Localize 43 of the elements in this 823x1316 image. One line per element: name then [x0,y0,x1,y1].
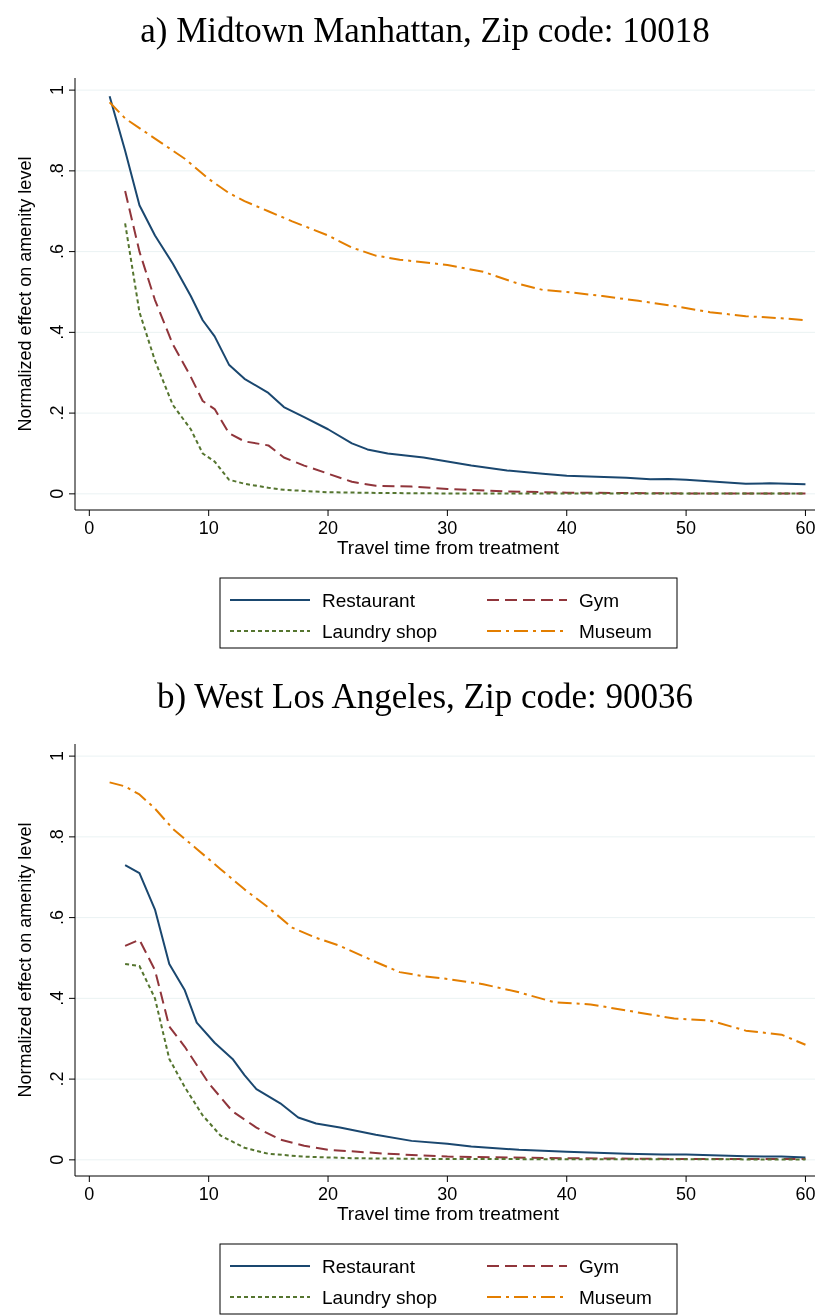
x-tick-label: 10 [198,518,219,538]
line-series [124,864,807,1159]
legend-label: Laundry shop [322,621,438,642]
x-tick-label: 20 [318,1184,339,1204]
line-series [108,781,807,1046]
chart-title: b) West Los Angeles, Zip code: 90036 [156,677,694,716]
y-tick-label: .2 [47,1071,67,1087]
y-tick-label: .8 [47,163,67,179]
y-tick-label: 0 [47,488,67,499]
x-axis-title: Travel time from treatment [336,537,560,558]
y-axis-title: Normalized effect on amenity level [15,156,35,432]
chart-title: a) Midtown Manhattan, Zip code: 10018 [140,11,710,50]
x-tick-label: 40 [556,518,577,538]
x-tick-label: 0 [84,1184,95,1204]
legend-label: Museum [579,621,652,642]
y-tick-label: .4 [47,990,67,1006]
y-tick-label: 0 [47,1154,67,1165]
x-tick-label: 60 [795,1184,816,1204]
legend-label: Restaurant [322,1256,416,1277]
x-tick-label: 60 [795,518,816,538]
x-tick-label: 10 [198,1184,219,1204]
x-tick-label: 0 [84,518,95,538]
y-tick-label: .2 [47,405,67,421]
legend-label: Gym [579,1256,620,1277]
legend-label: Museum [579,1287,652,1308]
x-tick-label: 30 [437,518,458,538]
x-tick-label: 50 [676,518,697,538]
y-tick-label: .6 [47,910,67,926]
x-axis-title: Travel time from treatment [336,1203,560,1224]
x-tick-label: 50 [676,1184,697,1204]
line-series [108,95,807,486]
y-axis-title: Normalized effect on amenity level [15,822,35,1098]
y-tick-label: .6 [47,244,67,260]
legend-label: Gym [579,590,620,611]
legend-label: Laundry shop [322,1287,438,1308]
x-tick-label: 30 [437,1184,458,1204]
y-tick-label: 1 [47,751,67,762]
x-tick-label: 40 [556,1184,577,1204]
y-tick-label: 1 [47,85,67,96]
legend-label: Restaurant [322,590,416,611]
x-tick-label: 20 [318,518,339,538]
y-tick-label: .8 [47,829,67,845]
y-tick-label: .4 [47,324,67,340]
